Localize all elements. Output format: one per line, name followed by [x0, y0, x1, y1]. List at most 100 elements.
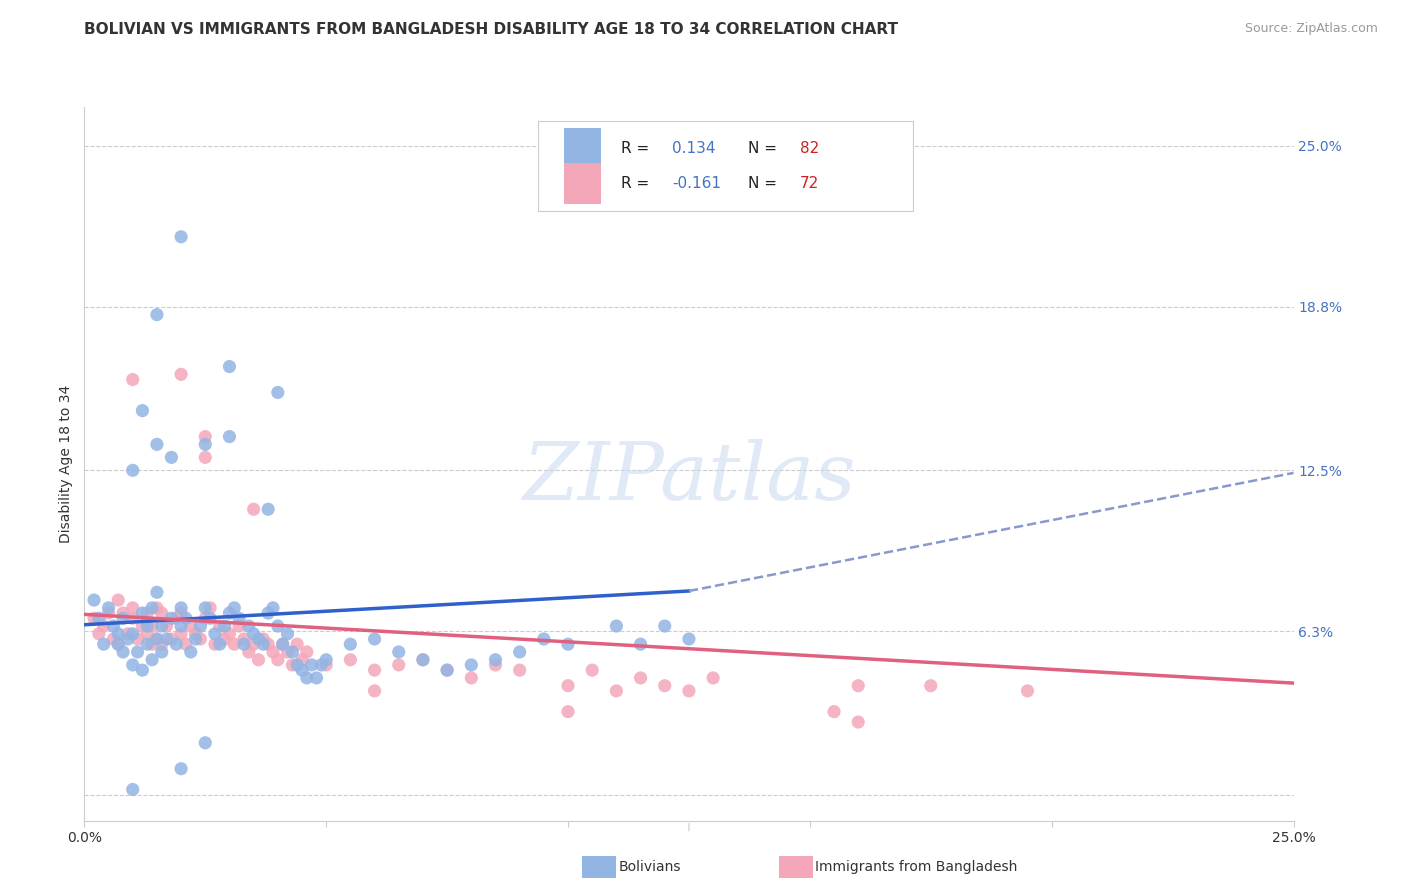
- Point: [228, 611, 250, 625]
- Point: [150, 637, 173, 651]
- Point: [281, 645, 304, 659]
- Point: [267, 619, 290, 633]
- Point: [242, 637, 264, 651]
- Point: [605, 619, 627, 633]
- Point: [257, 606, 280, 620]
- Point: [194, 450, 217, 465]
- Point: [170, 600, 193, 615]
- Point: [257, 637, 280, 651]
- Point: [436, 663, 458, 677]
- Point: [412, 653, 434, 667]
- Point: [363, 632, 385, 646]
- Point: [198, 600, 221, 615]
- Point: [460, 671, 482, 685]
- FancyBboxPatch shape: [564, 128, 600, 169]
- Point: [170, 762, 193, 776]
- Point: [846, 679, 869, 693]
- Point: [271, 637, 294, 651]
- Text: R =: R =: [621, 176, 654, 191]
- Point: [97, 600, 120, 615]
- Point: [103, 632, 125, 646]
- Point: [194, 736, 217, 750]
- Point: [218, 606, 240, 620]
- Point: [233, 632, 256, 646]
- Point: [281, 657, 304, 672]
- Point: [121, 372, 143, 386]
- Point: [146, 632, 169, 646]
- Point: [214, 619, 236, 633]
- Text: 0.134: 0.134: [672, 141, 716, 156]
- Point: [920, 679, 942, 693]
- Point: [252, 632, 274, 646]
- Point: [218, 627, 240, 641]
- Point: [103, 619, 125, 633]
- Point: [702, 671, 724, 685]
- Text: N =: N =: [748, 141, 782, 156]
- Point: [238, 645, 260, 659]
- Point: [160, 450, 183, 465]
- Point: [136, 606, 159, 620]
- Text: Immigrants from Bangladesh: Immigrants from Bangladesh: [815, 860, 1018, 874]
- Point: [436, 663, 458, 677]
- Point: [131, 619, 153, 633]
- Point: [107, 593, 129, 607]
- Point: [160, 611, 183, 625]
- Point: [112, 645, 135, 659]
- Point: [107, 637, 129, 651]
- Point: [654, 619, 676, 633]
- Y-axis label: Disability Age 18 to 34: Disability Age 18 to 34: [59, 384, 73, 543]
- Point: [165, 611, 187, 625]
- Point: [155, 619, 177, 633]
- Point: [190, 632, 212, 646]
- Point: [315, 653, 337, 667]
- Point: [117, 627, 139, 641]
- Point: [131, 403, 153, 417]
- Point: [112, 606, 135, 620]
- Point: [271, 637, 294, 651]
- Point: [247, 632, 270, 646]
- Point: [150, 606, 173, 620]
- Point: [160, 632, 183, 646]
- Point: [87, 627, 110, 641]
- Point: [131, 663, 153, 677]
- Point: [285, 657, 308, 672]
- Point: [83, 611, 105, 625]
- Point: [174, 637, 197, 651]
- Text: ZIPatlas: ZIPatlas: [522, 440, 856, 516]
- Point: [107, 637, 129, 651]
- Point: [276, 645, 298, 659]
- Point: [127, 632, 149, 646]
- Point: [295, 671, 318, 685]
- Point: [1017, 684, 1039, 698]
- Text: Bolivians: Bolivians: [619, 860, 681, 874]
- Point: [276, 627, 298, 641]
- Point: [233, 637, 256, 651]
- Point: [262, 645, 284, 659]
- Point: [184, 627, 207, 641]
- Point: [121, 600, 143, 615]
- Point: [194, 611, 217, 625]
- Point: [136, 627, 159, 641]
- Point: [165, 637, 187, 651]
- Point: [170, 229, 193, 244]
- Text: R =: R =: [621, 141, 654, 156]
- Point: [121, 463, 143, 477]
- Point: [242, 502, 264, 516]
- Point: [127, 645, 149, 659]
- Point: [247, 653, 270, 667]
- Point: [136, 619, 159, 633]
- Point: [363, 663, 385, 677]
- Point: [509, 663, 531, 677]
- Point: [295, 645, 318, 659]
- Point: [257, 502, 280, 516]
- Point: [484, 657, 506, 672]
- Text: 82: 82: [800, 141, 820, 156]
- Point: [301, 657, 323, 672]
- Point: [262, 600, 284, 615]
- Point: [238, 619, 260, 633]
- Point: [224, 637, 246, 651]
- Point: [150, 645, 173, 659]
- Point: [136, 637, 159, 651]
- Point: [678, 632, 700, 646]
- Point: [198, 611, 221, 625]
